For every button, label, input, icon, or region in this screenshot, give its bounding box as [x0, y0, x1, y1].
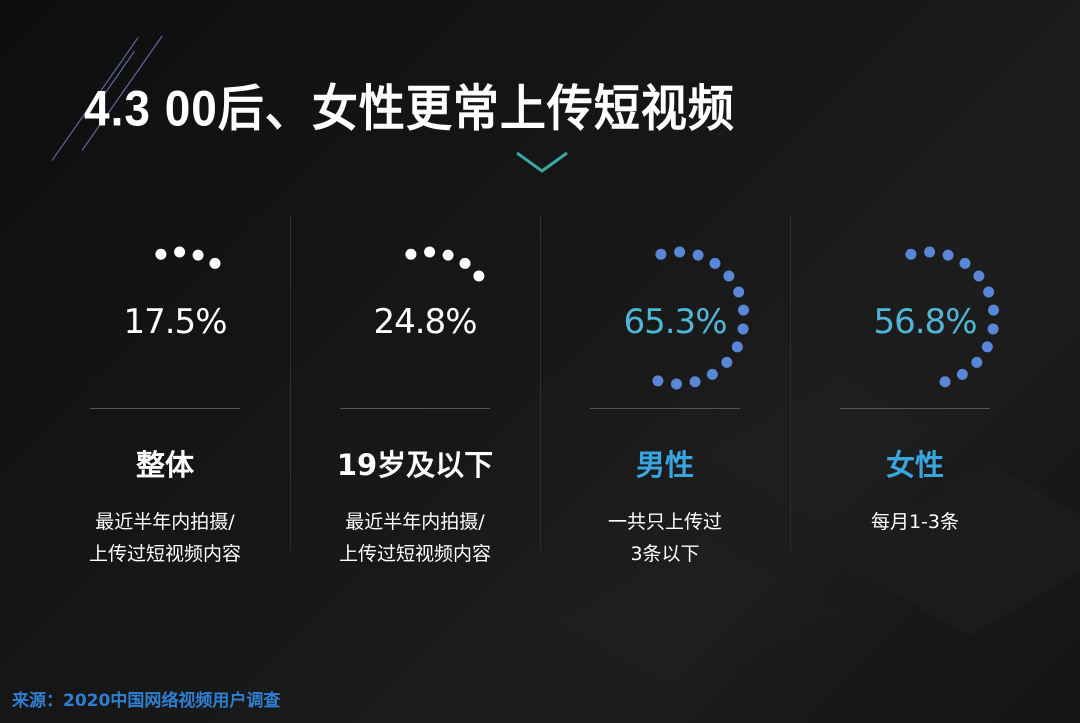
stat-panel: 17.5% 整体 最近半年内拍摄/上传过短视频内容 — [50, 210, 300, 570]
category-label: 女性 — [885, 448, 944, 482]
ring-dot — [655, 248, 667, 260]
description-line: 3条以下 — [630, 543, 700, 565]
ring-dot — [689, 376, 701, 388]
description: 一共只上传过 3条以下 — [550, 506, 780, 570]
ring-dot — [942, 249, 954, 261]
dot-ring — [405, 246, 485, 282]
ring-dot — [424, 246, 436, 258]
ring-dot — [674, 246, 686, 258]
separator — [90, 408, 240, 409]
ring-dot — [192, 249, 204, 261]
dot-ring — [652, 246, 750, 390]
percent-value: 17.5% — [123, 302, 227, 342]
percent-value: 24.8% — [373, 302, 477, 342]
ring-dot — [733, 286, 745, 298]
stat-panel: 56.8% 女性 每月1-3条 — [800, 210, 1050, 570]
ring-dot — [981, 341, 993, 353]
category-label: 男性 — [635, 448, 694, 482]
separator — [340, 408, 490, 409]
separator — [590, 408, 740, 409]
ring-dot — [459, 257, 471, 269]
description-line: 最近半年内拍摄/ — [345, 511, 485, 533]
ring-dot — [721, 356, 733, 368]
ring-dot — [971, 356, 983, 368]
ring-dot — [738, 304, 750, 316]
ring-dot — [405, 248, 417, 260]
percent-value: 56.8% — [873, 302, 977, 342]
stat-panel: 65.3% 男性 一共只上传过 3条以下 — [550, 210, 800, 570]
ring-dot — [737, 323, 749, 335]
ring-dot — [473, 270, 485, 282]
description-line: 一共只上传过 — [607, 511, 722, 533]
ring-dot — [652, 375, 664, 387]
ring-dot — [973, 270, 985, 282]
ring-dot — [442, 249, 454, 261]
divider — [790, 215, 791, 550]
chevron-down-icon — [516, 151, 568, 173]
ring-dot — [692, 249, 704, 261]
ring-dot — [670, 378, 682, 390]
ring-dot — [155, 248, 167, 260]
divider — [290, 215, 291, 550]
divider — [540, 215, 541, 550]
description-line: 最近半年内拍摄/ — [95, 511, 235, 533]
ring-dot — [731, 341, 743, 353]
description: 最近半年内拍摄/上传过短视频内容 — [300, 506, 530, 570]
dot-ring — [905, 246, 1000, 388]
category-label: 整体 — [135, 448, 194, 482]
dot-ring — [155, 246, 221, 269]
ring-dot — [983, 286, 995, 298]
ring-dot — [924, 246, 936, 258]
ring-dot — [959, 257, 971, 269]
ring-dot — [939, 376, 951, 388]
ring-dot — [988, 304, 1000, 316]
ring-dot — [709, 257, 721, 269]
ring-dot — [987, 323, 999, 335]
ring-dot — [723, 270, 735, 282]
description: 最近半年内拍摄/上传过短视频内容 — [50, 506, 280, 570]
source-note: 来源：2020中国网络视频用户调查 — [12, 691, 281, 711]
percent-value: 65.3% — [623, 302, 727, 342]
category-label: 19岁及以下 — [336, 448, 494, 482]
ring-dot — [174, 246, 186, 258]
description-line: 上传过短视频内容 — [88, 543, 241, 565]
ring-dot — [956, 368, 968, 380]
page-title: 4.3 00后、女性更常上传短视频 — [84, 80, 735, 137]
description-line: 上传过短视频内容 — [338, 543, 491, 565]
ring-dot — [209, 257, 221, 269]
separator — [840, 408, 990, 409]
ring-dot — [905, 248, 917, 260]
description-line: 每月1-3条 — [870, 511, 960, 533]
description: 每月1-3条 — [800, 506, 1030, 538]
stat-panel: 24.8% 19岁及以下 最近半年内拍摄/上传过短视频内容 — [300, 210, 550, 570]
ring-dot — [706, 368, 718, 380]
